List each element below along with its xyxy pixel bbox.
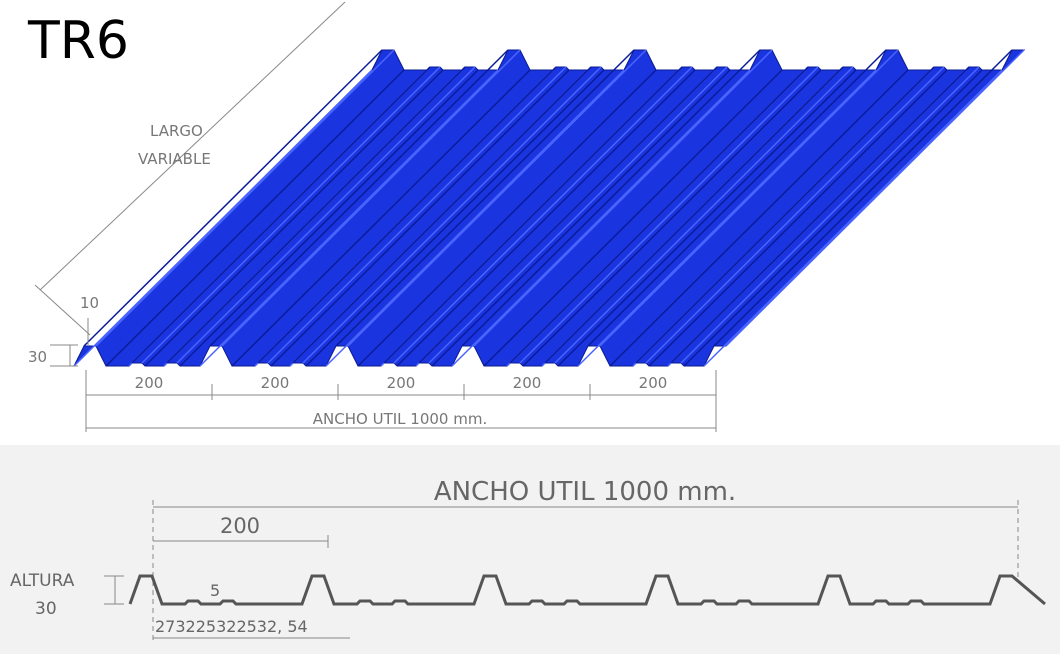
- sheet-fold: [519, 66, 819, 364]
- width-label: ANCHO UTIL 1000 mm.: [313, 410, 487, 428]
- sheet-fold: [199, 69, 499, 367]
- sheet-fold: [431, 69, 731, 367]
- altura-label: ALTURA: [10, 571, 75, 591]
- pitch-label: 200: [639, 374, 668, 392]
- pitch-label: 200: [513, 374, 542, 392]
- sheet-fold: [325, 69, 625, 367]
- sheet-fold: [635, 66, 935, 364]
- sheet-fold: [703, 69, 1003, 367]
- pitch-label: 200: [135, 374, 164, 392]
- profile-panel: [0, 445, 1060, 654]
- length-tick: [34, 284, 91, 336]
- sheet-fold: [144, 69, 444, 367]
- stiffener-label: 5: [210, 581, 220, 600]
- sheet-fold: [383, 66, 683, 364]
- sheet-fold: [393, 66, 693, 364]
- sheet-fold: [231, 69, 531, 367]
- sheet-fold: [166, 66, 466, 364]
- sheet-fold: [418, 66, 718, 364]
- sheet-fold: [428, 66, 728, 364]
- sheet-fold: [292, 66, 592, 364]
- altura-value: 30: [35, 599, 57, 619]
- sheet-fold: [95, 49, 395, 347]
- sheet-fold: [473, 49, 773, 347]
- sheet-fold: [141, 66, 441, 364]
- sheet-fold: [587, 49, 887, 347]
- length-line: [39, 1, 346, 291]
- sheet-fold: [670, 66, 970, 364]
- sheet-fold: [554, 66, 854, 364]
- sheet-fold: [683, 69, 983, 367]
- profile-line: [128, 574, 1046, 606]
- sheet-fold: [73, 69, 373, 367]
- sheet-fold: [713, 49, 1013, 347]
- sheet-fold: [131, 66, 431, 364]
- pitch-label: 200: [387, 374, 416, 392]
- sheet-fold: [522, 69, 822, 367]
- profile-pitch-label: 200: [220, 514, 260, 538]
- sheet-fold: [83, 49, 383, 347]
- sheet-fold: [461, 49, 761, 347]
- sheet-fold: [176, 66, 476, 364]
- title: TR6: [27, 11, 129, 71]
- sheet-fold: [179, 69, 479, 367]
- sheet-fold: [305, 69, 605, 367]
- sheet-fold: [557, 69, 857, 367]
- sheet-fold: [648, 69, 948, 367]
- segments-label: 273225322532, 54: [155, 617, 308, 636]
- sheet-fold: [509, 66, 809, 364]
- sheet-fold: [680, 66, 980, 364]
- sheet-fold: [451, 69, 751, 367]
- sheet-fold: [577, 69, 877, 367]
- sheet-fold: [347, 49, 647, 347]
- height-label: 30: [28, 348, 47, 366]
- pitch-label: 200: [261, 374, 290, 392]
- profile-width-label: ANCHO UTIL 1000 mm.: [434, 477, 736, 507]
- length-label: LARGO: [150, 122, 203, 140]
- sheet-fold: [396, 69, 696, 367]
- sheet-fold: [544, 66, 844, 364]
- length-label: VARIABLE: [138, 150, 211, 168]
- sheet-fold: [270, 69, 570, 367]
- sheet-fold: [335, 49, 635, 347]
- sheet-fold: [645, 66, 945, 364]
- sheet-fold: [302, 66, 602, 364]
- sheet-fold: [221, 49, 521, 347]
- sheet-fold: [257, 66, 557, 364]
- sheet-fold: [599, 49, 899, 347]
- sheet: [73, 49, 1026, 367]
- sheet-fold: [209, 49, 509, 347]
- sheet-fold: [105, 69, 405, 367]
- sheet-fold: [357, 69, 657, 367]
- rib-top-label: 10: [80, 294, 99, 312]
- sheet-fold: [725, 49, 1025, 347]
- sheet-fold: [609, 69, 909, 367]
- sheet-fold: [483, 69, 783, 367]
- sheet-fold: [267, 66, 567, 364]
